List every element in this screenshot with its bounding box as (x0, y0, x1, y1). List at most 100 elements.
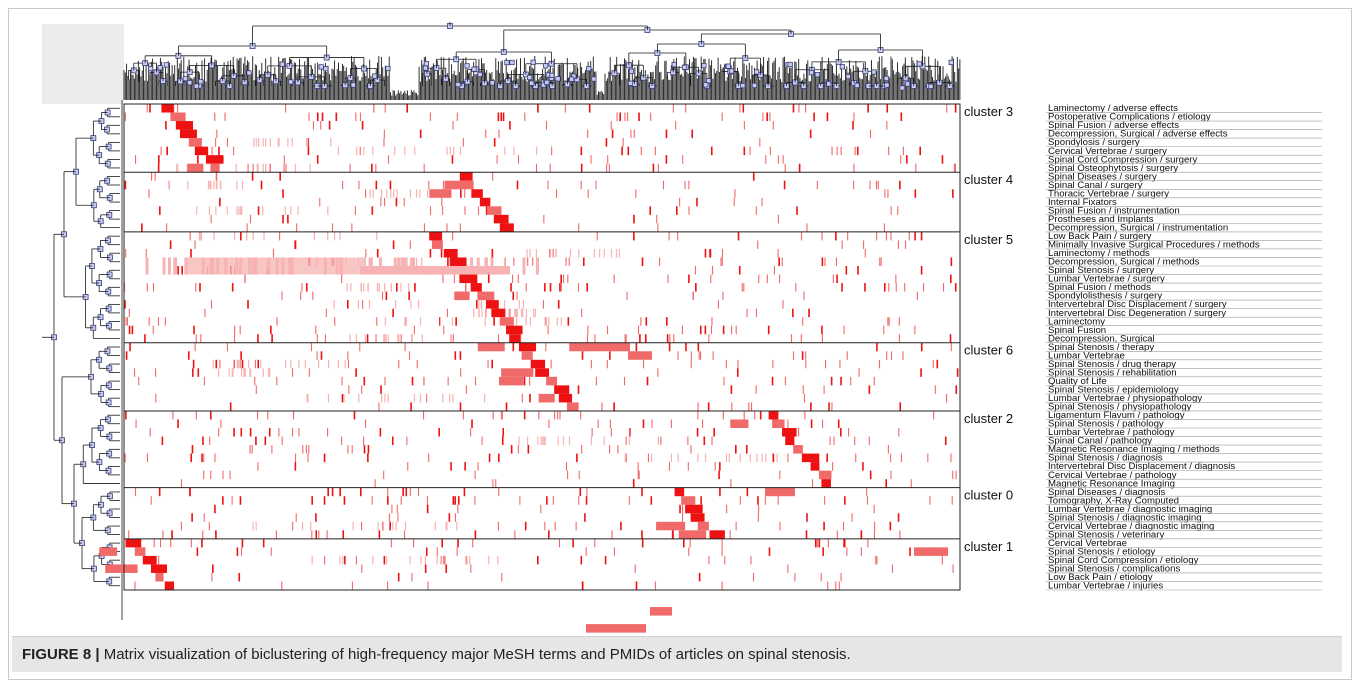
matrix-cell (497, 555, 499, 565)
matrix-cell (315, 325, 317, 335)
matrix-cell (415, 189, 418, 198)
matrix-cell-highlight (454, 291, 470, 301)
matrix-cell (452, 121, 454, 130)
matrix-cell (953, 163, 955, 173)
dendrogram-node (540, 82, 547, 88)
matrix-cell (373, 104, 375, 113)
matrix-cell-highlight (449, 257, 467, 266)
matrix-cell (427, 581, 429, 590)
matrix-cell (641, 487, 643, 497)
dendrogram-node (627, 80, 634, 86)
matrix-cell (249, 368, 251, 377)
matrix-cell (651, 419, 653, 428)
row-label: Spinal Stenosis / physiopathology (1048, 402, 1192, 413)
matrix-cell (361, 385, 363, 394)
matrix-cell (216, 129, 218, 139)
matrix-cell (868, 385, 871, 394)
cluster-label: cluster 3 (964, 104, 1013, 119)
matrix-cell-highlight (188, 138, 202, 147)
figure-frame (8, 8, 1352, 680)
matrix-cell (887, 445, 889, 454)
matrix-cell (210, 300, 213, 309)
matrix-cell (268, 428, 271, 437)
row-label: Laminectomy / methods (1048, 248, 1150, 259)
matrix-cell (310, 521, 312, 531)
matrix-cell (526, 436, 529, 446)
dendrogram-node (543, 63, 549, 69)
matrix-cell (375, 334, 377, 343)
matrix-cell (876, 555, 878, 565)
matrix-cell (194, 240, 196, 249)
matrix-cell (808, 308, 810, 318)
matrix-cell (218, 428, 220, 437)
matrix-cell (312, 121, 314, 130)
matrix-cell (844, 496, 846, 505)
matrix-cell-highlight (509, 334, 521, 343)
matrix-cell (392, 240, 395, 249)
matrix-cell (310, 342, 313, 352)
matrix-cell (805, 351, 807, 360)
matrix-cell (343, 496, 346, 505)
matrix-cell (620, 521, 622, 531)
matrix-cell (220, 419, 222, 428)
matrix-cell (673, 334, 675, 343)
matrix-cell (816, 538, 818, 548)
matrix-cell (376, 283, 379, 292)
matrix-cell (611, 530, 613, 539)
matrix-cell (339, 231, 341, 241)
matrix-cell (192, 359, 195, 369)
matrix-cell (269, 138, 271, 147)
dendrogram-node (504, 59, 510, 66)
matrix-cell (516, 180, 519, 190)
matrix-cell (840, 572, 842, 582)
matrix-cell (447, 376, 449, 386)
matrix-cell (840, 376, 842, 386)
matrix-cell (688, 547, 690, 556)
matrix-cell (304, 359, 306, 369)
matrix-cell (688, 206, 690, 215)
matrix-cell (563, 274, 565, 284)
matrix-cell (240, 351, 242, 360)
matrix-cell (899, 402, 902, 411)
matrix-cell (426, 189, 429, 198)
matrix-cell (383, 470, 385, 480)
matrix-cell (333, 300, 335, 309)
matrix-cell (905, 155, 908, 164)
matrix-cell (887, 189, 889, 198)
matrix-cell (585, 496, 588, 505)
matrix-cell (197, 368, 200, 377)
matrix-cell (257, 359, 260, 369)
matrix-cell (301, 521, 304, 531)
matrix-cell (920, 231, 923, 241)
matrix-cell (294, 462, 297, 471)
matrix-cell (400, 496, 402, 505)
matrix-cell (477, 462, 479, 471)
row-label: Cervical Vertebrae / pathology (1048, 470, 1177, 481)
matrix-cell-highlight (125, 538, 142, 548)
matrix-cell (204, 308, 206, 318)
matrix-cell (428, 180, 430, 190)
matrix-cell-band (275, 257, 279, 275)
matrix-cell-highlight (656, 521, 686, 531)
matrix-cell-highlight (170, 112, 186, 122)
matrix-cell (405, 487, 408, 497)
row-label: Decompression, Surgical (1048, 333, 1155, 344)
matrix-cell (804, 410, 806, 420)
matrix-cell (767, 325, 770, 335)
matrix-cell (578, 470, 580, 480)
matrix-cell (587, 129, 589, 139)
matrix-cell (309, 163, 311, 173)
matrix-cell (846, 547, 848, 556)
dendrogram-node (193, 83, 199, 89)
matrix-cell (750, 555, 752, 565)
matrix-cell-highlight (690, 513, 705, 522)
matrix-cell (409, 555, 411, 565)
matrix-cell (480, 300, 482, 309)
matrix-cell (320, 351, 323, 360)
matrix-border (123, 103, 961, 591)
matrix-cell (518, 300, 520, 309)
matrix-cell (703, 436, 706, 446)
matrix-cell (389, 521, 391, 531)
matrix-cell (709, 248, 712, 258)
matrix-cell (307, 146, 310, 156)
